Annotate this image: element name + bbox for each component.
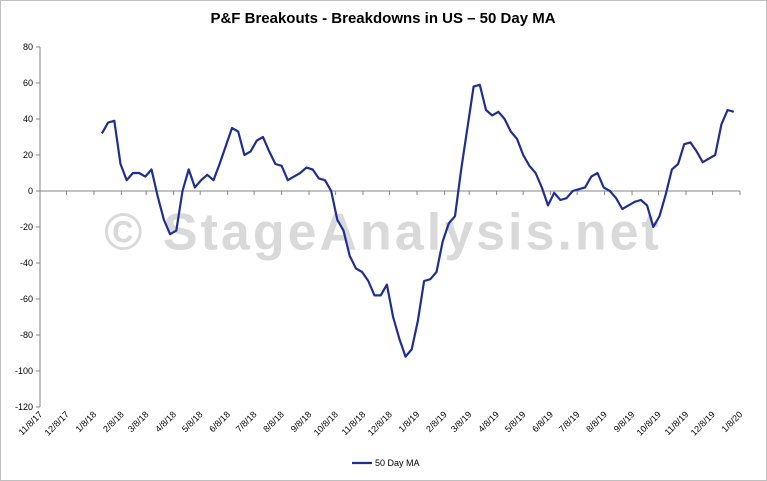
y-tick-label: -40 [20,258,33,268]
line-series [100,83,735,358]
y-tick-label: 0 [28,186,33,196]
y-tick-label: -20 [20,222,33,232]
chart-title: P&F Breakouts - Breakdowns in US – 50 Da… [210,10,555,27]
y-tick-label: -80 [20,330,33,340]
watermark: © StageAnalysis.net [104,204,662,262]
y-tick-label: -100 [15,366,33,376]
y-tick-label: -120 [15,402,33,412]
y-tick-label: -60 [20,294,33,304]
legend-label: 50 Day MA [375,458,420,468]
y-tick-label: 20 [23,150,33,160]
y-tick-label: 60 [23,78,33,88]
y-tick-label: 80 [23,42,33,52]
y-tick-label: 40 [23,114,33,124]
